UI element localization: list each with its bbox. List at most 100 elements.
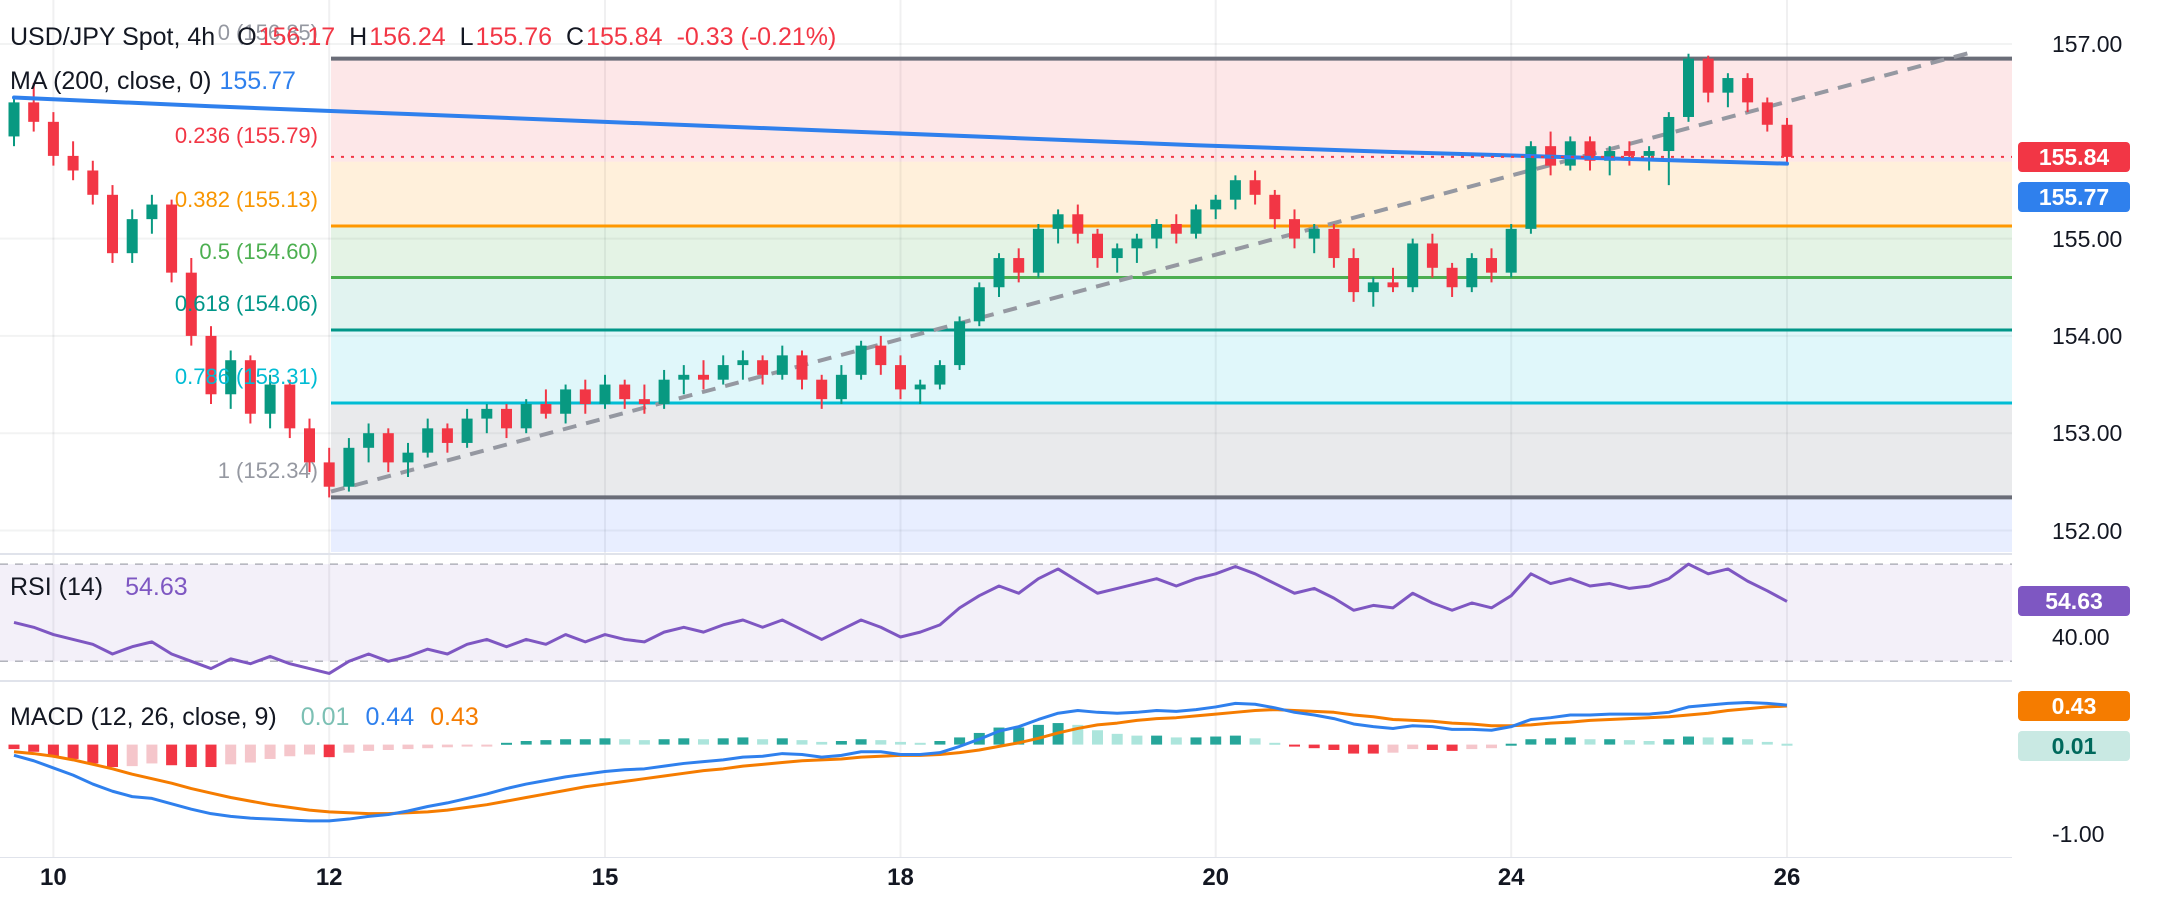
macd-histogram-bar xyxy=(1446,744,1458,751)
price-axis-label: 152.00 xyxy=(2052,517,2123,544)
price-pane xyxy=(8,48,2012,552)
candle-body xyxy=(993,258,1005,288)
candle-body xyxy=(1426,243,1438,268)
macd-histogram-bar xyxy=(1426,744,1438,750)
macd-histogram-bar xyxy=(1781,743,1793,746)
macd-histogram-bar xyxy=(1072,724,1084,745)
candle-body xyxy=(1072,214,1084,234)
candle-body xyxy=(343,447,355,487)
candle-body xyxy=(47,121,59,156)
candle-body xyxy=(244,360,256,414)
candle-body xyxy=(875,345,887,366)
macd-histogram-bar xyxy=(284,744,296,757)
time-axis-label: 15 xyxy=(591,864,619,891)
price-axis[interactable]: 157.00 155.00 154.00 153.00 152.00 40.00 -1.00… xyxy=(2012,0,2160,858)
candle-body xyxy=(87,170,99,195)
rsi-value: 54.63 xyxy=(125,573,188,601)
macd-histogram-bar xyxy=(185,744,197,768)
candle-body xyxy=(1111,248,1123,259)
chart-plot-area[interactable] xyxy=(0,0,2012,858)
candle-body xyxy=(1052,214,1064,229)
candle-body xyxy=(619,384,631,400)
candle-body xyxy=(599,384,611,405)
time-axis[interactable]: 10 12 15 18 20 24 26 xyxy=(0,858,2160,902)
fib-band xyxy=(331,58,2012,162)
macd-histogram-bar xyxy=(244,744,256,763)
candle-body xyxy=(835,374,847,400)
macd-label: MACD (12, 26, close, 9) xyxy=(10,703,277,731)
macd-histogram-bar xyxy=(1486,744,1497,749)
macd-histogram-bar xyxy=(776,738,788,745)
candle-body xyxy=(382,433,394,463)
candle-body xyxy=(973,287,985,322)
macd-histogram-bar xyxy=(481,744,493,747)
candle-body xyxy=(166,204,178,273)
macd-histogram-bar xyxy=(402,744,414,750)
macd-histogram-bar xyxy=(1407,744,1419,750)
macd-histogram-bar xyxy=(678,738,690,745)
candle-body xyxy=(698,374,709,380)
ma-legend[interactable]: MA (200, close, 0) 155.77 xyxy=(10,66,296,96)
macd-histogram-bar xyxy=(1683,736,1694,745)
rsi-pane xyxy=(0,562,2012,675)
candle-body xyxy=(1013,258,1025,273)
candle-body xyxy=(1584,141,1596,161)
macd-histogram-bar xyxy=(1761,741,1773,745)
price-axis-label: 154.00 xyxy=(2052,322,2123,349)
candle-body xyxy=(1564,141,1576,166)
macd-histogram-bar xyxy=(1545,738,1557,745)
time-axis-label: 24 xyxy=(1497,864,1525,891)
candle-body xyxy=(146,204,158,220)
macd-histogram-bar xyxy=(382,744,394,750)
macd-histogram-bar xyxy=(619,739,631,745)
macd-pane xyxy=(8,700,1793,823)
macd-histogram-bar xyxy=(8,744,20,750)
macd-legend[interactable]: MACD (12, 26, close, 9) 0.01 0.44 0.43 xyxy=(10,702,479,732)
candle-body xyxy=(855,345,867,375)
fib-band xyxy=(331,161,2012,226)
rsi-label: RSI (14) xyxy=(10,573,104,601)
candle-body xyxy=(579,389,591,405)
pane-separator[interactable] xyxy=(0,680,2160,682)
candle-body xyxy=(1229,180,1241,200)
macd-histogram-bar xyxy=(1348,744,1360,754)
macd-histogram-bar xyxy=(205,744,217,768)
ma-label: MA (200, close, 0) xyxy=(10,67,212,95)
macd-histogram-bar xyxy=(816,741,828,745)
ma-value: 155.77 xyxy=(219,67,296,95)
macd-histogram-bar xyxy=(1111,733,1123,745)
candle-body xyxy=(1131,238,1143,249)
main-legend[interactable]: USD/JPY Spot, 4h O156.17 H156.24 L155.76 C15… xyxy=(10,22,836,52)
macd-histogram-bar xyxy=(107,744,118,768)
macd-hist-badge: 0.01 xyxy=(2018,731,2130,762)
candle-body xyxy=(1249,180,1261,195)
candle-body xyxy=(1623,151,1635,156)
candle-body xyxy=(501,408,512,429)
macd-histogram-bar xyxy=(757,739,769,745)
candle-body xyxy=(1407,243,1419,288)
macd-histogram-bar xyxy=(1387,744,1399,753)
candle-body xyxy=(205,335,217,395)
candle-body xyxy=(284,384,296,429)
macd-histogram-bar xyxy=(1229,735,1241,745)
rsi-legend[interactable]: RSI (14) 54.63 xyxy=(10,572,188,602)
candle-body xyxy=(1683,58,1694,117)
macd-histogram-bar xyxy=(1032,724,1044,745)
candle-body xyxy=(638,399,650,405)
macd-signal-value: 0.43 xyxy=(430,703,479,731)
macd-histogram-bar xyxy=(323,744,335,758)
candle-body xyxy=(737,360,749,366)
candle-body xyxy=(1308,228,1320,239)
macd-signal-badge: 0.43 xyxy=(2018,691,2130,722)
macd-histogram-bar xyxy=(1623,740,1635,745)
macd-histogram-bar xyxy=(67,744,79,759)
pane-separator[interactable] xyxy=(0,553,2160,555)
macd-hist-value: 0.01 xyxy=(300,703,350,731)
candle-body xyxy=(1604,151,1616,161)
macd-histogram-bar xyxy=(855,739,867,745)
macd-histogram-bar xyxy=(658,739,670,745)
rsi-axis-label: 40.00 xyxy=(2052,624,2110,650)
ma-value-badge: 155.77 xyxy=(2018,181,2130,212)
candle-body xyxy=(107,194,118,254)
candle-body xyxy=(481,408,493,419)
